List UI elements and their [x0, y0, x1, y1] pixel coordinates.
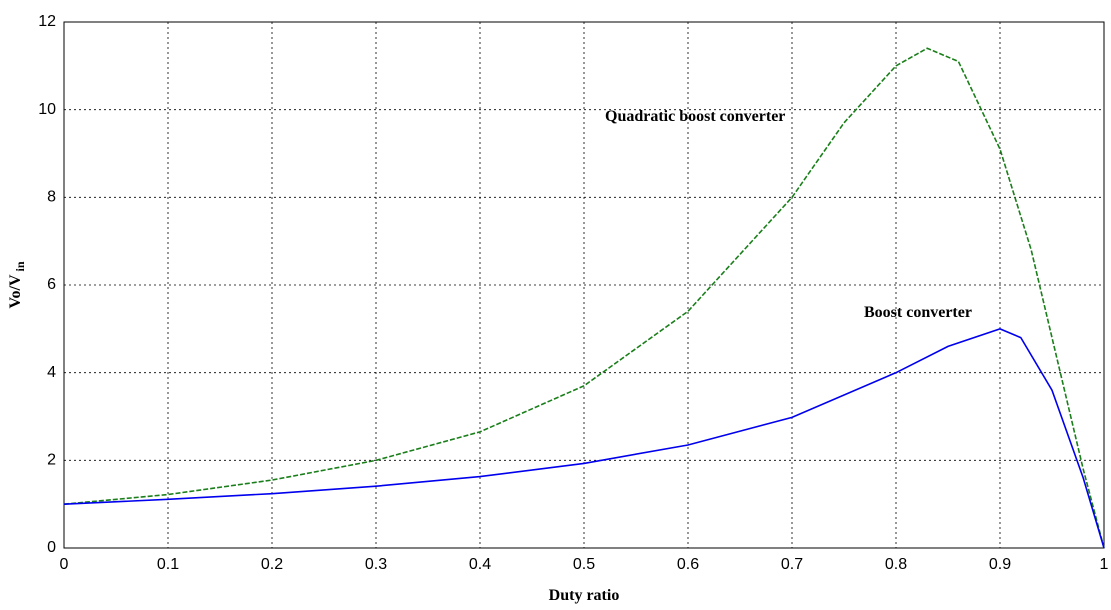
y-tick-label: 2 — [47, 452, 56, 469]
x-tick-label: 0.9 — [989, 556, 1011, 573]
x-tick-label: 0 — [60, 556, 69, 573]
x-tick-label: 0.7 — [781, 556, 803, 573]
x-tick-label: 0.8 — [885, 556, 907, 573]
x-axis-label: Duty ratio — [549, 587, 620, 604]
x-tick-label: 0.4 — [469, 556, 491, 573]
x-tick-label: 1 — [1100, 556, 1109, 573]
y-axis-label-sub: in — [13, 261, 27, 271]
x-tick-label: 0.3 — [365, 556, 387, 573]
y-tick-label: 10 — [38, 101, 56, 118]
y-axis-label: Vo/V in — [7, 261, 27, 308]
x-tick-label: 0.5 — [573, 556, 595, 573]
y-axis-label-main: Vo/V — [7, 274, 24, 309]
y-tick-label: 8 — [47, 189, 56, 206]
x-tick-label: 0.1 — [157, 556, 179, 573]
y-tick-label: 6 — [47, 276, 56, 293]
x-tick-label: 0.2 — [261, 556, 283, 573]
annotation: Boost converter — [864, 304, 972, 321]
x-tick-label: 0.6 — [677, 556, 699, 573]
chart: Duty ratio Vo/V in 0 0.1 0.2 0.3 0.4 0.5 0.6 0.7… — [0, 0, 1111, 610]
y-tick-label: 12 — [38, 13, 56, 30]
y-tick-label: 0 — [47, 539, 56, 556]
y-tick-label: 4 — [47, 364, 56, 381]
annotation: Quadratic boost converter — [605, 108, 785, 125]
